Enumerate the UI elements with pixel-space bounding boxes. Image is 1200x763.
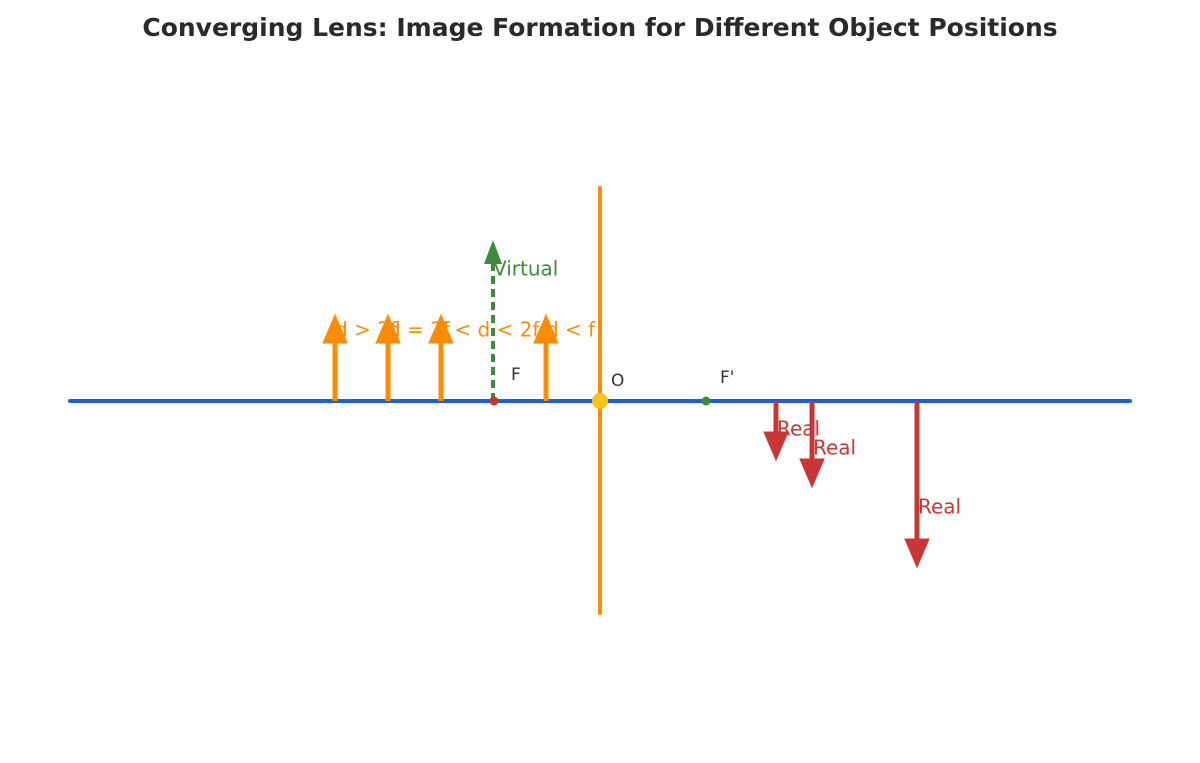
arrowhead <box>904 538 930 569</box>
object-label: d > 2f <box>335 318 398 342</box>
arrowhead <box>484 240 502 264</box>
arrowhead <box>428 313 454 344</box>
focal-point <box>489 396 499 406</box>
arrowhead <box>533 313 559 344</box>
point-label: F' <box>720 368 734 388</box>
object-label: f < d < 2f <box>441 318 540 342</box>
point-label: O <box>611 371 624 391</box>
arrowhead <box>322 313 348 344</box>
optical-center <box>592 393 608 409</box>
focal-point <box>701 396 711 406</box>
object-label: d < f <box>546 318 596 342</box>
image-label: Real <box>777 417 820 441</box>
title: Converging Lens: Image Formation for Dif… <box>142 13 1057 42</box>
arrowhead <box>375 313 401 344</box>
real-image-arrows <box>763 401 930 569</box>
point-label: F <box>511 365 521 385</box>
image-label: Real <box>813 436 856 460</box>
arrowhead <box>763 431 789 462</box>
object-arrows <box>322 313 559 401</box>
object-label: d = 2f <box>388 318 451 342</box>
image-label: Real <box>918 495 961 519</box>
image-label: Virtual <box>493 257 558 281</box>
arrowhead <box>799 458 825 489</box>
